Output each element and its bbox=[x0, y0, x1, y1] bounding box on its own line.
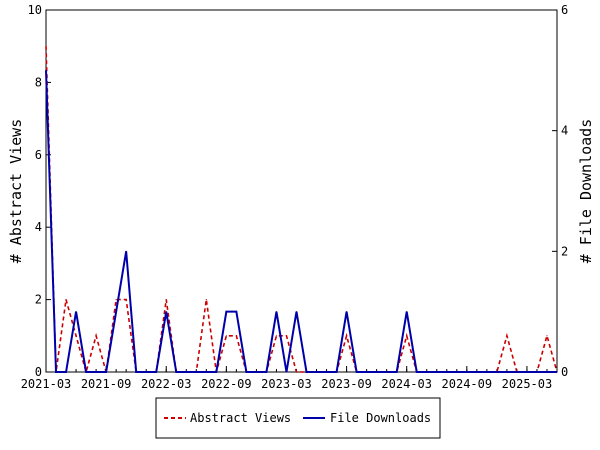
y-axis-right-title: # File Downloads bbox=[577, 119, 595, 264]
data-point-file-downloads bbox=[115, 311, 117, 313]
data-point-abstract-views bbox=[275, 335, 278, 337]
data-point-file-downloads bbox=[546, 371, 548, 373]
data-point-file-downloads bbox=[55, 371, 57, 373]
legend-label-abstract-views: Abstract Views bbox=[190, 411, 291, 425]
data-point-file-downloads bbox=[135, 371, 137, 373]
data-point-file-downloads bbox=[225, 311, 227, 313]
y-left-tick-label: 8 bbox=[35, 75, 42, 89]
y-right-tick-label: 0 bbox=[561, 365, 568, 379]
data-point-file-downloads bbox=[295, 311, 298, 313]
axes-layer: 0 2 4 6 8 10 0 2 4 6 2021-03 2021-09 2022-03 2022-09 2… bbox=[21, 3, 569, 391]
data-point-abstract-views bbox=[125, 299, 127, 301]
x-tick-label: 2021-03 bbox=[21, 377, 72, 391]
data-point-file-downloads bbox=[165, 311, 167, 313]
data-point-abstract-views bbox=[406, 335, 408, 337]
data-point-file-downloads bbox=[305, 371, 308, 373]
data-point-file-downloads bbox=[406, 311, 408, 313]
data-point-abstract-views bbox=[506, 335, 508, 337]
data-point-file-downloads bbox=[205, 371, 207, 373]
data-point-file-downloads bbox=[366, 371, 368, 373]
data-point-abstract-views bbox=[205, 299, 207, 301]
data-point-file-downloads bbox=[476, 371, 478, 373]
y-right-tick-label: 4 bbox=[561, 124, 568, 138]
data-point-file-downloads bbox=[255, 371, 258, 373]
y-axis-left-title: # Abstract Views bbox=[7, 119, 25, 264]
data-point-file-downloads bbox=[95, 371, 97, 373]
x-tick-label: 2024-09 bbox=[442, 377, 493, 391]
data-point-file-downloads bbox=[65, 371, 67, 373]
y-left-tick-label: 2 bbox=[35, 293, 42, 307]
data-point-abstract-views bbox=[95, 335, 97, 337]
data-point-abstract-views bbox=[225, 335, 227, 337]
data-point-file-downloads bbox=[466, 371, 468, 373]
data-point-abstract-views bbox=[235, 335, 237, 337]
legend-label-file-downloads: File Downloads bbox=[330, 411, 431, 425]
data-point-file-downloads bbox=[325, 371, 328, 373]
data-point-file-downloads bbox=[145, 371, 147, 373]
data-point-file-downloads bbox=[45, 69, 47, 71]
data-point-file-downloads bbox=[526, 371, 528, 373]
data-point-file-downloads bbox=[275, 311, 278, 313]
data-point-abstract-views bbox=[165, 299, 167, 301]
data-point-file-downloads bbox=[556, 371, 558, 373]
data-point-abstract-views bbox=[546, 335, 548, 337]
x-tick-label: 2022-03 bbox=[141, 377, 192, 391]
plot-area bbox=[45, 9, 558, 373]
data-point-abstract-views bbox=[345, 335, 348, 337]
data-point-file-downloads bbox=[436, 371, 438, 373]
y-left-tick-label: 0 bbox=[35, 365, 42, 379]
data-point-abstract-views bbox=[115, 299, 117, 301]
data-point-file-downloads bbox=[426, 371, 428, 373]
data-point-file-downloads bbox=[446, 371, 448, 373]
data-point-file-downloads bbox=[356, 371, 358, 373]
data-point-file-downloads bbox=[536, 371, 538, 373]
data-point-file-downloads bbox=[376, 371, 378, 373]
y-left-tick-label: 4 bbox=[35, 220, 42, 234]
legend-box bbox=[155, 397, 441, 439]
x-tick-label: 2024-03 bbox=[381, 377, 432, 391]
data-point-file-downloads bbox=[265, 371, 268, 373]
data-point-file-downloads bbox=[386, 371, 388, 373]
data-point-file-downloads bbox=[486, 371, 488, 373]
data-point-file-downloads bbox=[285, 371, 288, 373]
data-point-file-downloads bbox=[345, 311, 348, 313]
data-point-file-downloads bbox=[195, 371, 197, 373]
x-tick-label: 2023-03 bbox=[261, 377, 312, 391]
x-tick-label: 2023-09 bbox=[321, 377, 372, 391]
data-point-abstract-views bbox=[75, 335, 77, 337]
data-point-file-downloads bbox=[75, 311, 77, 313]
data-point-file-downloads bbox=[215, 371, 217, 373]
data-point-abstract-views bbox=[295, 371, 298, 373]
data-point-file-downloads bbox=[516, 371, 518, 373]
data-point-abstract-views bbox=[285, 335, 288, 337]
data-point-file-downloads bbox=[245, 371, 247, 373]
data-point-file-downloads bbox=[85, 371, 87, 373]
data-point-file-downloads bbox=[335, 371, 338, 373]
x-tick-label: 2021-09 bbox=[81, 377, 132, 391]
data-point-file-downloads bbox=[416, 371, 418, 373]
data-point-file-downloads bbox=[125, 250, 127, 252]
data-point-file-downloads bbox=[456, 371, 458, 373]
data-point-file-downloads bbox=[175, 371, 177, 373]
y-left-tick-label: 10 bbox=[28, 3, 42, 17]
data-point-file-downloads bbox=[315, 371, 318, 373]
series-line-file-downloads bbox=[45, 70, 557, 373]
x-tick-label: 2025-03 bbox=[502, 377, 553, 391]
data-point-abstract-views bbox=[45, 45, 47, 47]
data-point-file-downloads bbox=[235, 311, 237, 313]
legend: Abstract Views File Downloads bbox=[155, 397, 441, 439]
data-point-file-downloads bbox=[105, 371, 107, 373]
data-point-file-downloads bbox=[496, 371, 498, 373]
data-point-abstract-views bbox=[65, 299, 67, 301]
y-right-tick-label: 2 bbox=[561, 244, 568, 258]
data-point-file-downloads bbox=[506, 371, 508, 373]
data-point-file-downloads bbox=[185, 371, 187, 373]
y-right-tick-label: 6 bbox=[561, 3, 568, 17]
data-point-file-downloads bbox=[396, 371, 398, 373]
series-layer bbox=[45, 45, 558, 375]
data-point-file-downloads bbox=[155, 371, 157, 373]
y-left-tick-label: 6 bbox=[35, 148, 42, 162]
x-tick-label: 2022-09 bbox=[201, 377, 252, 391]
